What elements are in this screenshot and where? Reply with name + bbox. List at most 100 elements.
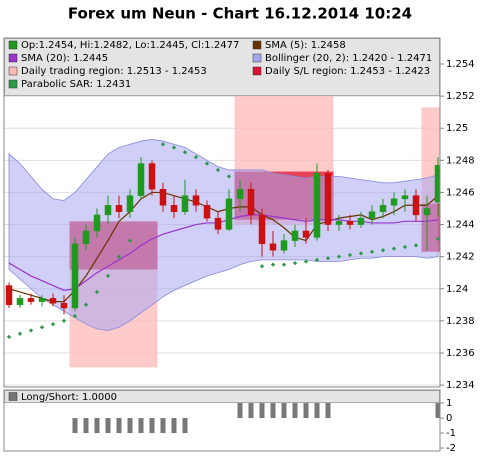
candle-body xyxy=(170,205,178,212)
candle-body xyxy=(434,164,440,203)
bar xyxy=(127,418,133,434)
sar-dot xyxy=(171,145,177,150)
main-frame xyxy=(3,37,441,388)
candle-body xyxy=(368,211,376,219)
bar xyxy=(303,403,309,419)
legend-swatch xyxy=(252,53,262,63)
candle-body xyxy=(49,298,57,304)
legend-label: Daily trading region: 1.2513 - 1.2453 xyxy=(21,66,207,77)
candle-body xyxy=(390,198,398,206)
y-tick-label: 1.254 xyxy=(446,59,475,70)
bar xyxy=(72,418,78,434)
sar-dot xyxy=(292,260,298,266)
y-tick-label: 1.238 xyxy=(446,316,475,327)
candle-body xyxy=(5,285,13,306)
legend-label: SMA (5): 1.2458 xyxy=(265,40,346,51)
sar-dot xyxy=(193,154,199,160)
candle-body xyxy=(159,188,167,206)
legend-swatch xyxy=(8,66,18,76)
candle-body xyxy=(115,205,123,212)
sar-dot xyxy=(182,150,188,155)
legend-swatch xyxy=(8,53,18,63)
candle-body xyxy=(137,163,145,196)
bar xyxy=(314,403,320,419)
candle-body xyxy=(379,205,387,212)
candle-body xyxy=(335,221,343,225)
y-tick-label: 0 xyxy=(446,413,452,424)
sar-dot xyxy=(391,246,397,251)
candle-body xyxy=(269,243,277,251)
sar-dot xyxy=(303,259,309,264)
bar xyxy=(171,418,177,434)
y-tick-label: 1.236 xyxy=(446,348,475,359)
sar-dot xyxy=(336,254,342,259)
candle-body xyxy=(423,208,431,216)
legend-swatch xyxy=(8,40,18,50)
candle-body xyxy=(27,298,35,302)
sar-dot xyxy=(204,161,210,166)
candle-body xyxy=(60,302,68,309)
y-tick-label: 1.246 xyxy=(446,187,475,198)
candle-body xyxy=(38,298,46,302)
legend-label: SMA (20): 1.2445 xyxy=(21,53,108,64)
legend-label: Long/Short: 1.0000 xyxy=(21,392,117,403)
sar-dot xyxy=(281,262,287,267)
bar xyxy=(105,418,111,434)
y-tick-label: 1.248 xyxy=(446,155,475,166)
bar xyxy=(259,403,265,419)
candle-body xyxy=(346,221,354,225)
candle-body xyxy=(412,195,420,216)
sar-dot xyxy=(270,262,276,267)
sar-dot xyxy=(402,244,408,250)
bar xyxy=(270,403,276,419)
sar-dot xyxy=(380,248,386,253)
legend-swatch xyxy=(8,392,18,401)
bar xyxy=(237,403,243,419)
y-tick-label: 1.24 xyxy=(446,284,468,295)
bar xyxy=(94,418,100,434)
legend-swatch xyxy=(8,79,18,89)
bar xyxy=(83,418,89,434)
sar-dot xyxy=(127,238,133,243)
y-tick-label: 1 xyxy=(446,398,452,409)
sar-dot xyxy=(160,142,166,147)
candle-body xyxy=(313,172,321,238)
bar xyxy=(160,418,166,434)
y-tick-label: -2 xyxy=(446,443,456,454)
candle-body xyxy=(104,205,112,216)
sma-line xyxy=(8,191,439,303)
sar-dot xyxy=(325,256,331,261)
y-tick-label: 1.252 xyxy=(446,91,475,102)
candle-body xyxy=(82,230,90,245)
legend-swatch xyxy=(252,40,262,50)
bar xyxy=(182,418,188,434)
sar-dot xyxy=(358,251,364,256)
candle-body xyxy=(357,217,365,225)
sar-dot xyxy=(413,243,419,248)
candle-body xyxy=(192,195,200,206)
candle-body xyxy=(247,188,255,216)
candle-body xyxy=(291,230,299,241)
candle-body xyxy=(258,214,266,245)
legend-box xyxy=(4,38,440,96)
candle-body xyxy=(225,198,233,230)
candle-body xyxy=(302,230,310,238)
candle-body xyxy=(148,163,156,190)
sar-dot xyxy=(314,257,320,262)
bar xyxy=(435,403,440,419)
candle-body xyxy=(203,205,211,219)
sar-dot xyxy=(259,264,265,269)
candle-body xyxy=(181,195,189,212)
bar xyxy=(248,403,254,419)
candle-body xyxy=(93,214,101,232)
sar-dot xyxy=(215,167,221,173)
candle-body xyxy=(214,217,222,230)
bar xyxy=(149,418,155,434)
y-tick-label: 1.244 xyxy=(446,220,475,231)
candle-body xyxy=(401,195,409,200)
legend-swatch xyxy=(252,66,262,76)
legend-label: Bollinger (20, 2): 1.2420 - 1.2471 xyxy=(265,53,432,64)
bar xyxy=(292,403,298,419)
sar-dot xyxy=(369,249,375,254)
bar xyxy=(138,418,144,434)
